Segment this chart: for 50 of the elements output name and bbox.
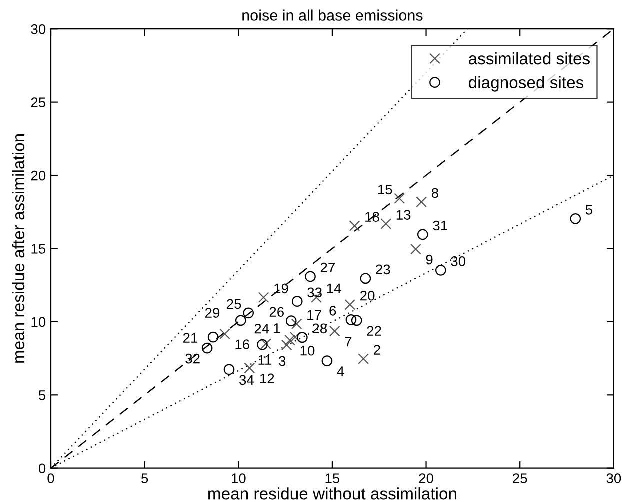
annotation: 16 [236, 340, 250, 350]
annotation: 3 [279, 356, 286, 366]
annotation: 15 [378, 184, 392, 195]
legend-label: assimilated sites [469, 52, 590, 65]
annotation: 6 [330, 306, 336, 316]
annotation: 14 [327, 284, 342, 294]
x-tick-label: 15 [326, 474, 340, 484]
annotation: 21 [183, 333, 198, 343]
y-axis-title: mean residue after assimilation [12, 134, 25, 363]
chart-title: noise in all base emissions [242, 10, 423, 21]
y-tick-label: 30 [31, 24, 46, 34]
annotation: 13 [396, 210, 411, 220]
x-tick-label: 20 [419, 474, 434, 484]
annotation: 20 [360, 290, 375, 301]
annotation: 17 [308, 310, 322, 320]
annotation: 25 [227, 299, 242, 310]
annotation: 4 [337, 366, 344, 376]
annotation: 29 [205, 308, 220, 318]
x-tick-label: 10 [232, 474, 246, 484]
annotation: 2 [374, 345, 380, 355]
annotation: 30 [451, 256, 466, 266]
annotation: 34 [240, 375, 254, 386]
annotation: 1 [274, 324, 280, 334]
y-tick-label: 0 [38, 464, 46, 474]
legend-label: diagnosed sites [469, 76, 584, 92]
x-axis-title: mean residue without assimilation [208, 488, 456, 500]
y-tick-label: 20 [31, 170, 46, 181]
x-tick-label: 0 [48, 474, 54, 484]
annotation: 26 [270, 307, 284, 318]
y-tick-label: 25 [31, 98, 46, 108]
annotation: 22 [367, 326, 382, 336]
annotation: 11 [258, 355, 272, 365]
annotation: 28 [312, 324, 328, 334]
y-tick-label: 10 [32, 317, 46, 328]
annotation: 12 [260, 374, 274, 384]
annotation: 31 [433, 220, 448, 231]
annotation: 8 [432, 188, 438, 198]
y-tick-label: 15 [32, 244, 46, 254]
annotation: 23 [376, 264, 390, 275]
annotation: 24 [254, 324, 270, 334]
y-tick-label: 5 [38, 390, 46, 400]
annotation: 5 [586, 205, 592, 215]
x-tick-label: 5 [142, 474, 148, 484]
annotation: 9 [426, 254, 433, 265]
annotation: 33 [308, 288, 322, 298]
x-tick-label: 25 [513, 474, 528, 484]
x-tick-label: 30 [606, 474, 622, 484]
annotation: 10 [300, 346, 315, 356]
annotation: 27 [320, 262, 335, 273]
annotation: 7 [345, 337, 352, 347]
